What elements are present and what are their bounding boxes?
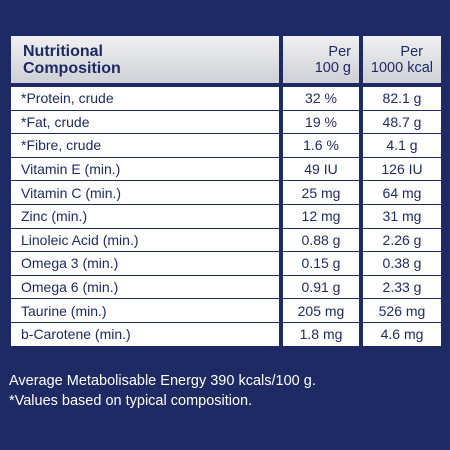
table-row: Omega 3 (min.) 0.15 g 0.38 g bbox=[11, 252, 441, 276]
value-per-1000kcal: 4.1 g bbox=[363, 134, 441, 158]
value-per-1000kcal: 4.6 mg bbox=[380, 326, 424, 343]
table-row: *Fibre, crude 1.6 % 4.1 g bbox=[11, 134, 441, 158]
value-per-1000kcal: 64 mg bbox=[363, 181, 441, 205]
nutrient-name: Omega 6 (min.) bbox=[11, 275, 283, 300]
value-per-100g: 0.15 g bbox=[283, 252, 363, 276]
value-per-100g: 32 % bbox=[283, 87, 363, 111]
value-per-100g: 19 % bbox=[283, 110, 363, 135]
table-row: Omega 6 (min.) 0.91 g 2.33 g bbox=[11, 275, 441, 300]
header-col2-line1: Per bbox=[400, 43, 423, 60]
nutrient-name: Zinc (min.) bbox=[11, 204, 283, 229]
nutrient-name: Vitamin C (min.) bbox=[11, 181, 283, 205]
value-per-1000kcal: 2.33 g bbox=[363, 276, 441, 300]
table-row: Zinc (min.) 12 mg 31 mg bbox=[11, 204, 441, 229]
header-nutritional-composition: Nutritional Composition bbox=[11, 36, 283, 87]
header-col1-line2: 100 g bbox=[314, 59, 351, 76]
nutrient-name: b-Carotene (min.) bbox=[11, 322, 283, 346]
value-per-100g: 49 IU bbox=[283, 157, 363, 182]
nutrient-name: *Fibre, crude bbox=[11, 134, 283, 158]
nutrition-panel: Nutritional Composition Per 100 g Per 10… bbox=[11, 36, 441, 346]
value-per-100g: 0.91 g bbox=[283, 275, 363, 300]
nutrition-table: Nutritional Composition Per 100 g Per 10… bbox=[11, 36, 441, 346]
table-row: Taurine (min.) 205 mg 526 mg bbox=[11, 299, 441, 323]
nutrient-name: Omega 3 (min.) bbox=[11, 252, 283, 276]
value-per-1000kcal: 48.7 g bbox=[363, 111, 441, 135]
header-label-line1: Nutritional bbox=[23, 42, 103, 60]
table-row: Vitamin C (min.) 25 mg 64 mg bbox=[11, 181, 441, 205]
value-per-1000kcal: 526 mg bbox=[363, 299, 441, 323]
header-label-line2: Composition bbox=[23, 59, 121, 77]
value-per-100g: 205 mg bbox=[283, 299, 363, 323]
value-per-1000kcal: 0.38 g bbox=[363, 252, 441, 276]
value-per-100g: 12 mg bbox=[283, 204, 363, 229]
nutrient-name: *Fat, crude bbox=[11, 110, 283, 135]
header-per-1000kcal: Per 1000 kcal bbox=[363, 36, 441, 87]
table-row: b-Carotene (min.) 1.8 mg 4.6 mg bbox=[11, 322, 441, 346]
value-per-1000kcal: 31 mg bbox=[363, 205, 441, 229]
header-per-100g: Per 100 g bbox=[283, 36, 363, 87]
nutrient-name: Vitamin E (min.) bbox=[11, 157, 283, 182]
footer-notes: Average Metabolisable Energy 390 kcals/1… bbox=[9, 371, 316, 411]
composition-note: *Values based on typical composition. bbox=[9, 393, 253, 409]
table-body: *Protein, crude 32 % 82.1 g *Fat, crude 19 %… bbox=[11, 87, 441, 346]
header-col1-line1: Per bbox=[328, 43, 351, 60]
energy-note: Average Metabolisable Energy 390 kcals/1… bbox=[9, 373, 316, 389]
table-row: *Fat, crude 19 % 48.7 g bbox=[11, 110, 441, 135]
value-per-100g: 0.88 g bbox=[283, 228, 363, 253]
table-row: Vitamin E (min.) 49 IU 126 IU bbox=[11, 157, 441, 182]
value-per-1000kcal: 82.1 g bbox=[363, 87, 441, 111]
table-header: Nutritional Composition Per 100 g Per 10… bbox=[11, 36, 441, 87]
nutrient-name: Taurine (min.) bbox=[11, 299, 283, 323]
nutrient-name: *Protein, crude bbox=[11, 87, 283, 111]
value-per-100g: 1.6 % bbox=[283, 134, 363, 158]
value-per-1000kcal: 126 IU bbox=[363, 158, 441, 182]
table-row: *Protein, crude 32 % 82.1 g bbox=[11, 87, 441, 111]
value-per-100g: 1.8 mg bbox=[283, 322, 363, 346]
value-per-100g: 25 mg bbox=[283, 181, 363, 205]
header-col2-line2: 1000 kcal bbox=[370, 59, 433, 76]
table-row: Linoleic Acid (min.) 0.88 g 2.26 g bbox=[11, 228, 441, 253]
nutrient-name: Linoleic Acid (min.) bbox=[11, 228, 283, 253]
value-per-1000kcal: 2.26 g bbox=[363, 229, 441, 253]
